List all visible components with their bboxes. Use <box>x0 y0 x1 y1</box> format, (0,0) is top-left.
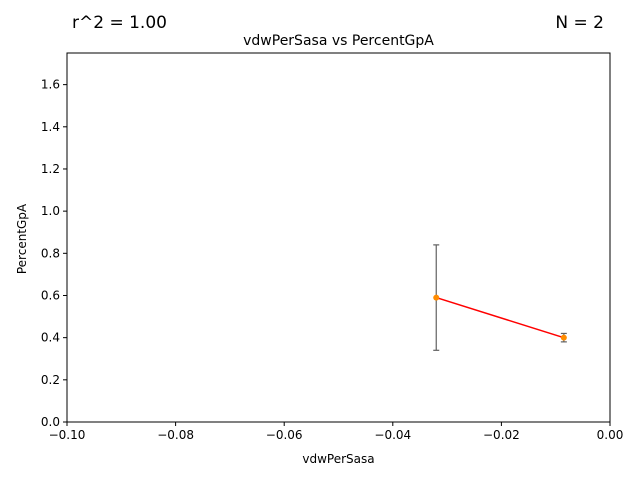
y-tick-label: 1.0 <box>41 204 60 218</box>
y-tick-label: 1.6 <box>41 78 60 92</box>
y-axis-ticks: 0.0 0.2 0.4 0.6 0.8 1.0 1.2 1.4 1.6 <box>41 78 67 429</box>
y-tick-label: 0.2 <box>41 373 60 387</box>
x-tick-label: 0.00 <box>597 428 624 442</box>
x-axis-label: vdwPerSasa <box>302 452 374 466</box>
y-tick-label: 1.4 <box>41 120 60 134</box>
y-tick-label: 0.6 <box>41 288 60 302</box>
x-tick-label: −0.06 <box>266 428 303 442</box>
x-axis-ticks: −0.10 −0.08 −0.06 −0.04 −0.02 0.00 <box>49 422 624 442</box>
y-axis-label: PercentGpA <box>15 203 29 274</box>
plot-area <box>433 244 567 351</box>
sample-count-annotation: N = 2 <box>555 13 604 33</box>
data-point <box>433 294 440 301</box>
x-tick-label: −0.04 <box>374 428 411 442</box>
data-point <box>560 334 567 341</box>
y-tick-label: 0.8 <box>41 246 60 260</box>
plot-frame <box>66 52 611 423</box>
y-tick-label: 0.4 <box>41 331 60 345</box>
x-tick-label: −0.10 <box>49 428 86 442</box>
y-tick-label: 0.0 <box>41 415 60 429</box>
r-squared-annotation: r^2 = 1.00 <box>72 13 167 33</box>
chart-title: vdwPerSasa vs PercentGpA <box>243 33 434 49</box>
x-tick-label: −0.02 <box>483 428 520 442</box>
fit-line <box>436 296 565 339</box>
x-tick-label: −0.08 <box>157 428 194 442</box>
y-tick-label: 1.2 <box>41 162 60 176</box>
